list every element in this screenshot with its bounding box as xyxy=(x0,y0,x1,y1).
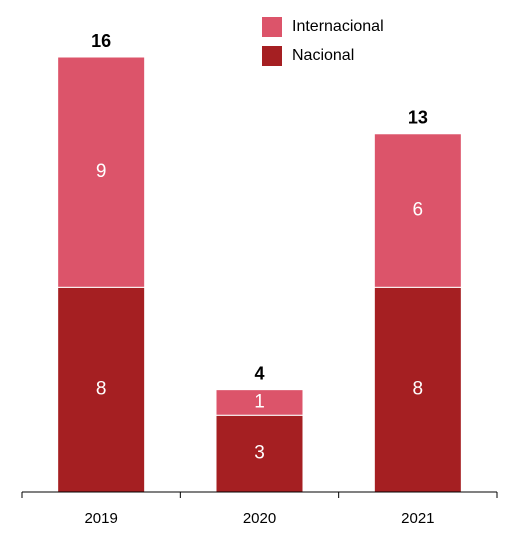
legend-swatch xyxy=(262,17,282,37)
segment-label: 8 xyxy=(413,379,424,400)
segment-label: 3 xyxy=(254,443,265,464)
segment-label: 6 xyxy=(413,200,424,221)
legend-swatch xyxy=(262,46,282,66)
bar-segment xyxy=(57,56,146,288)
bar-segment xyxy=(57,286,146,493)
bar-segment xyxy=(215,389,304,416)
bar-segment xyxy=(373,133,462,288)
x-tick-label: 2020 xyxy=(243,510,276,527)
total-label: 4 xyxy=(254,363,264,383)
legend-label: Nacional xyxy=(292,47,354,64)
bar-segment xyxy=(373,286,462,493)
segment-label: 9 xyxy=(96,161,107,182)
x-tick-label: 2019 xyxy=(84,510,117,527)
total-label: 16 xyxy=(91,31,111,51)
segment-label: 1 xyxy=(254,391,265,412)
total-label: 13 xyxy=(408,108,428,128)
legend-label: Internacional xyxy=(292,18,384,35)
x-tick-label: 2021 xyxy=(401,510,434,527)
segment-label: 8 xyxy=(96,379,107,400)
